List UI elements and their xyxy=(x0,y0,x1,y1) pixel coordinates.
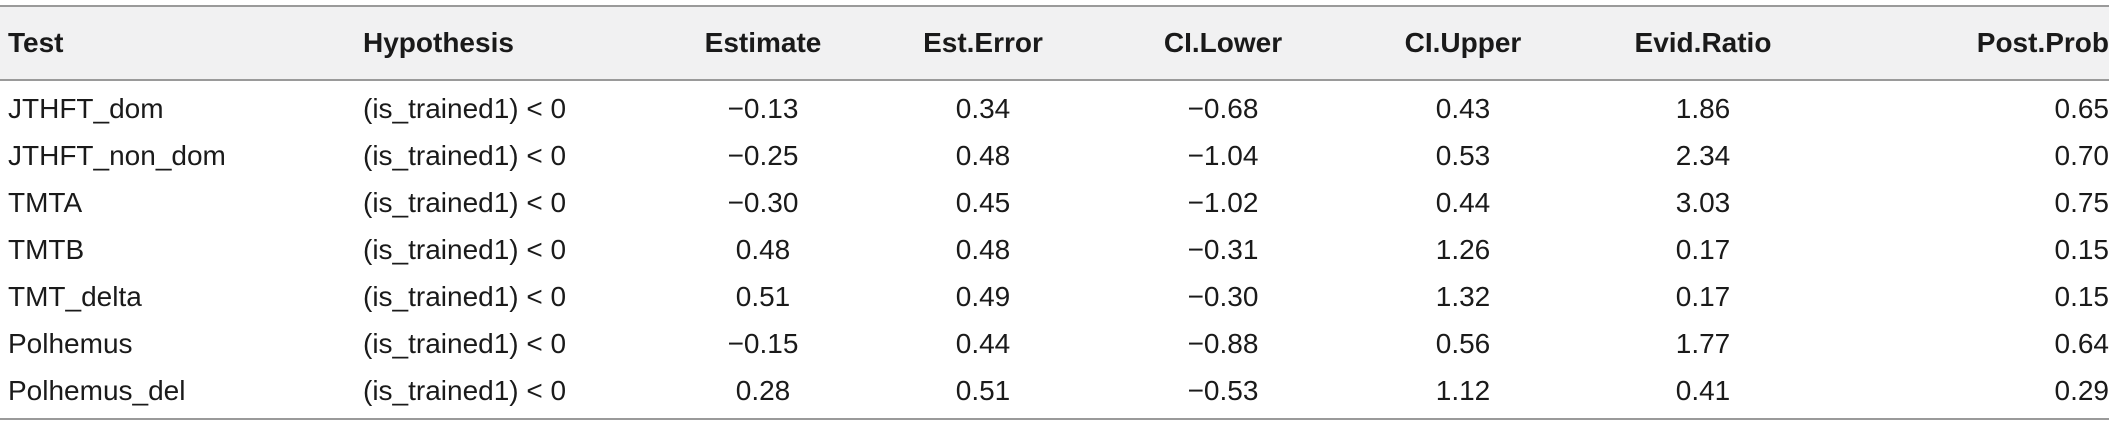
table-row: Polhemus (is_trained1) < 0 −0.15 0.44 −0.88 0… xyxy=(0,320,2109,367)
table-row: TMT_delta (is_trained1) < 0 0.51 0.49 −0.30 1… xyxy=(0,273,2109,320)
table-row: JTHFT_dom (is_trained1) < 0 −0.13 0.34 −0.68… xyxy=(0,80,2109,132)
cell-evid-ratio: 1.86 xyxy=(1675,92,1731,124)
cell-estimate: 0.28 xyxy=(663,367,863,420)
header-test: Test xyxy=(8,27,64,58)
cell-evid-ratio: 0.17 xyxy=(1675,233,1731,265)
cell-hypothesis: (is_trained1) < 0 xyxy=(363,92,567,124)
cell-ci-lower: −0.53 xyxy=(1103,367,1343,420)
cell-post-prob: 0.65 xyxy=(2054,92,2110,124)
header-ci-upper: CI.Upper xyxy=(1404,27,1522,58)
cell-ci-upper: 0.56 xyxy=(1435,327,1491,359)
table-row: Polhemus_del (is_trained1) < 0 0.28 0.51 −0.… xyxy=(0,367,2109,420)
table-row: TMTB (is_trained1) < 0 0.48 0.48 −0.31 1.26 0.… xyxy=(0,226,2109,273)
header-estimate: Estimate xyxy=(704,27,822,58)
table-row: JTHFT_non_dom (is_trained1) < 0 −0.25 0.48 −… xyxy=(0,132,2109,179)
cell-ci-upper: 0.44 xyxy=(1435,186,1491,218)
cell-hypothesis: (is_trained1) < 0 xyxy=(363,327,567,359)
cell-ci-lower: −0.88 xyxy=(1187,327,1259,359)
cell-ci-lower: −0.31 xyxy=(1187,233,1259,265)
cell-est-error: 0.44 xyxy=(955,327,1011,359)
header-post-prob: Post.Prob xyxy=(1976,27,2109,58)
cell-hypothesis: (is_trained1) < 0 xyxy=(363,233,567,265)
cell-test: TMTB xyxy=(8,233,85,265)
cell-ci-lower: −1.04 xyxy=(1187,139,1259,171)
cell-estimate: −0.30 xyxy=(727,186,799,218)
cell-ci-lower: −0.68 xyxy=(1187,92,1259,124)
cell-post-prob: 0.75 xyxy=(2054,186,2110,218)
cell-estimate: 0.48 xyxy=(735,233,791,265)
cell-ci-lower: −1.02 xyxy=(1187,186,1259,218)
header-est-error: Est.Error xyxy=(923,27,1043,58)
cell-ci-lower: −0.30 xyxy=(1187,280,1259,312)
cell-test: Polhemus xyxy=(8,327,133,359)
cell-post-prob: 0.15 xyxy=(2054,233,2110,265)
cell-estimate: −0.15 xyxy=(727,327,799,359)
cell-est-error: 0.48 xyxy=(955,139,1011,171)
cell-hypothesis: (is_trained1) < 0 xyxy=(363,186,567,218)
cell-post-prob: 0.70 xyxy=(2054,139,2110,171)
cell-est-error: 0.45 xyxy=(955,186,1011,218)
cell-test: TMT_delta xyxy=(8,280,142,312)
cell-test: JTHFT_dom xyxy=(8,92,164,124)
header-ci-lower: CI.Lower xyxy=(1163,27,1283,58)
cell-evid-ratio: 3.03 xyxy=(1675,186,1731,218)
cell-evid-ratio: 0.41 xyxy=(1583,367,1823,420)
cell-est-error: 0.51 xyxy=(863,367,1103,420)
header-row: Test Hypothesis Estimate Est.Error CI.Lo… xyxy=(0,6,2109,80)
cell-est-error: 0.34 xyxy=(955,92,1011,124)
table-body: JTHFT_dom (is_trained1) < 0 −0.13 0.34 −0.68… xyxy=(0,80,2109,420)
cell-est-error: 0.49 xyxy=(955,280,1011,312)
cell-evid-ratio: 0.17 xyxy=(1675,280,1731,312)
table-header: Test Hypothesis Estimate Est.Error CI.Lo… xyxy=(0,6,2109,80)
cell-post-prob: 0.64 xyxy=(2054,327,2110,359)
cell-ci-upper: 1.12 xyxy=(1343,367,1583,420)
cell-test: Polhemus_del xyxy=(0,367,363,420)
cell-evid-ratio: 1.77 xyxy=(1675,327,1731,359)
cell-ci-upper: 1.26 xyxy=(1435,233,1491,265)
cell-test: JTHFT_non_dom xyxy=(8,139,226,171)
cell-test: TMTA xyxy=(8,186,83,218)
cell-est-error: 0.48 xyxy=(955,233,1011,265)
cell-estimate: −0.13 xyxy=(727,92,799,124)
header-hypothesis: Hypothesis xyxy=(363,27,514,58)
table-row: TMTA (is_trained1) < 0 −0.30 0.45 −1.02 0.44 3… xyxy=(0,179,2109,226)
cell-hypothesis: (is_trained1) < 0 xyxy=(363,139,567,171)
cell-hypothesis: (is_trained1) < 0 xyxy=(363,280,567,312)
hypothesis-results-table: Test Hypothesis Estimate Est.Error CI.Lo… xyxy=(0,5,2109,420)
cell-ci-upper: 1.32 xyxy=(1435,280,1491,312)
cell-ci-upper: 0.53 xyxy=(1435,139,1491,171)
cell-estimate: −0.25 xyxy=(727,139,799,171)
cell-estimate: 0.51 xyxy=(735,280,791,312)
cell-post-prob: 0.15 xyxy=(2054,280,2110,312)
cell-post-prob: 0.29 xyxy=(1823,367,2109,420)
header-evid-ratio: Evid.Ratio xyxy=(1634,27,1772,58)
cell-evid-ratio: 2.34 xyxy=(1675,139,1731,171)
cell-ci-upper: 0.43 xyxy=(1435,92,1491,124)
cell-hypothesis: (is_trained1) < 0 xyxy=(363,367,663,420)
